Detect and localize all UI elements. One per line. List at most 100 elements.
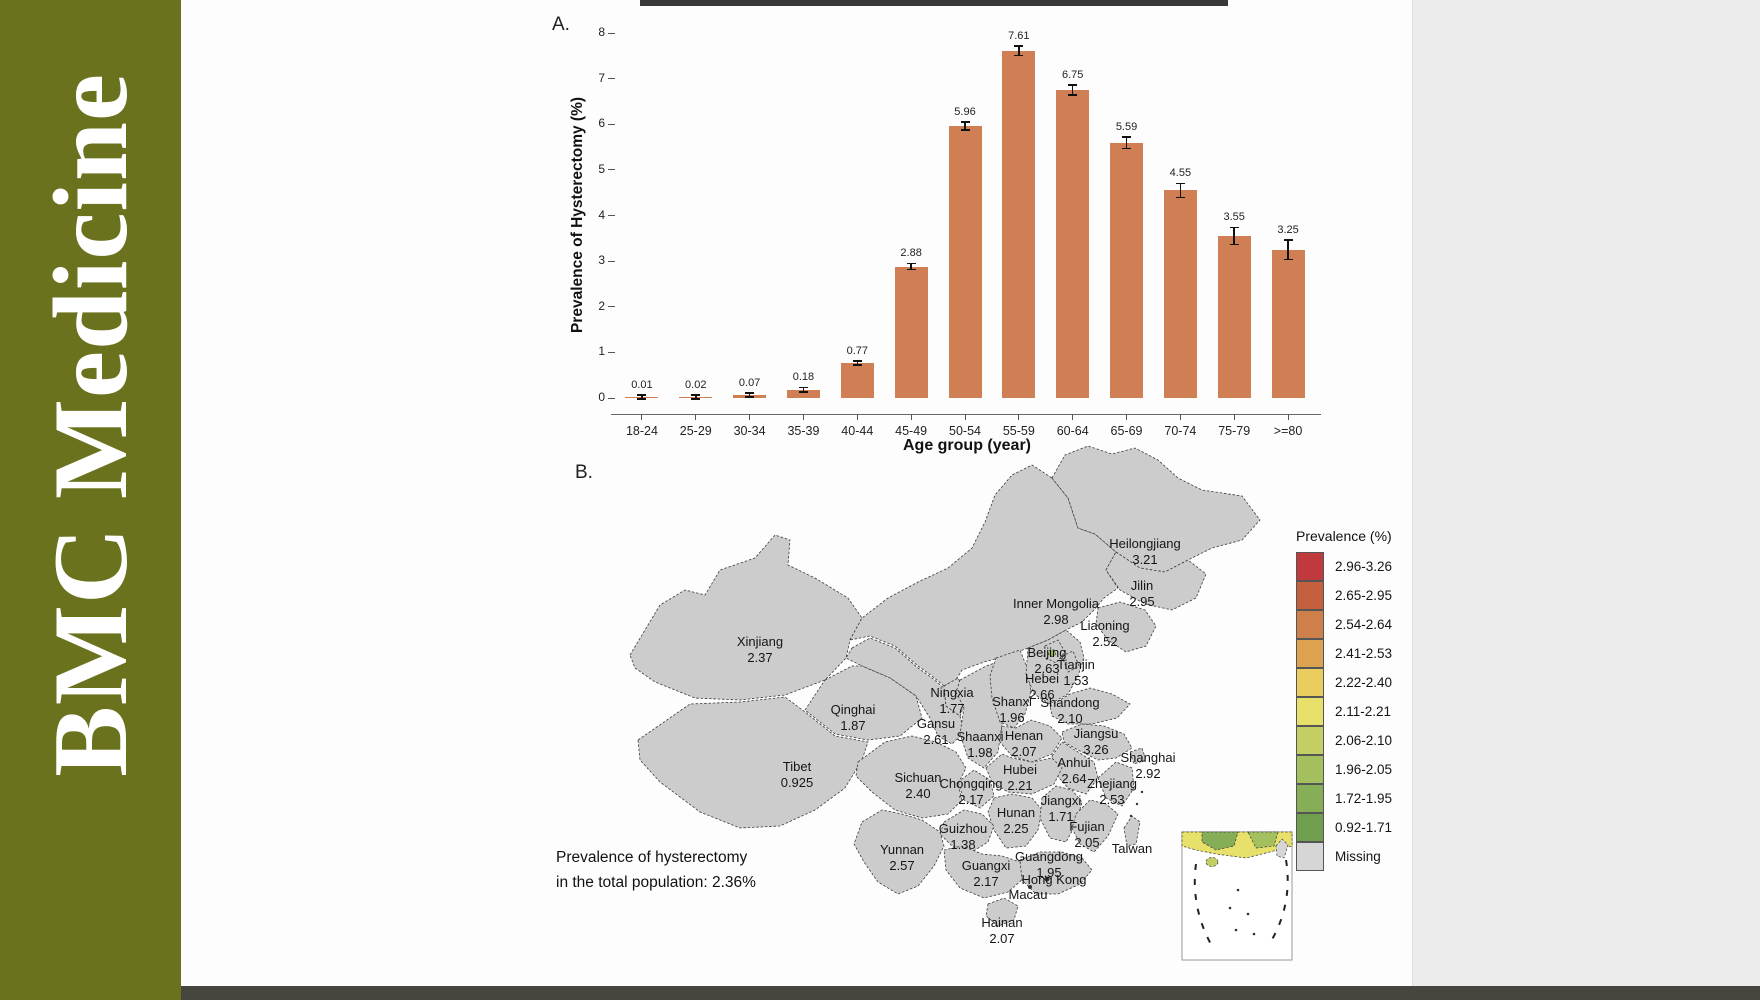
coastal-island-dot xyxy=(1135,802,1139,806)
province-heilongjiang xyxy=(1051,445,1261,573)
province-value: 1.77 xyxy=(939,701,964,716)
inset-island-dot xyxy=(1246,912,1250,916)
province-shanxi xyxy=(989,649,1032,729)
province-value: 3.26 xyxy=(1083,742,1108,757)
province-tibet xyxy=(637,696,869,829)
x-tick-mark xyxy=(1179,414,1181,420)
bar-55-59 xyxy=(1002,50,1036,398)
inset-hainan xyxy=(1205,857,1219,867)
x-tick-label: 35-39 xyxy=(787,424,820,438)
province-value: 1.38 xyxy=(950,837,975,852)
error-bar-cap xyxy=(637,394,647,396)
province-value: 1.98 xyxy=(967,745,992,760)
province-label: Chongqing xyxy=(940,776,1003,791)
error-bar xyxy=(1071,85,1074,95)
error-bar-cap xyxy=(1122,147,1132,150)
x-axis-title: Age group (year) xyxy=(902,437,1031,454)
province-value: 2.95 xyxy=(1129,594,1154,609)
total-prevalence-annotation: Prevalence of hysterectomy in the total … xyxy=(556,845,756,895)
province-hunan xyxy=(987,793,1043,849)
x-tick-label: >=80 xyxy=(1273,424,1303,438)
legend-swatch xyxy=(1296,842,1324,871)
province-label: Guangdong xyxy=(1015,849,1083,864)
legend-swatch xyxy=(1296,813,1324,842)
province-label: Macau xyxy=(1008,887,1047,902)
province-hebei xyxy=(1025,629,1085,705)
province-shanghai xyxy=(1129,747,1147,765)
province-value: 1.96 xyxy=(999,710,1024,725)
province-value: 2.40 xyxy=(905,786,930,801)
legend-swatch xyxy=(1296,581,1324,610)
error-bar-cap xyxy=(745,392,755,394)
error-bar xyxy=(1018,46,1020,55)
province-label: Gansu xyxy=(917,716,955,731)
error-bar-cap xyxy=(691,398,701,400)
province-value: 2.05 xyxy=(1074,835,1099,850)
error-bar-cap xyxy=(798,391,808,393)
bar-value-label: 0.77 xyxy=(846,344,868,357)
province-value: 2.25 xyxy=(1003,821,1028,836)
province-label: Heilongjiang xyxy=(1109,536,1181,551)
province-label: Shaanxi xyxy=(957,729,1004,744)
province-qinghai xyxy=(804,665,923,741)
province-hainan xyxy=(985,897,1019,927)
province-value: 2.57 xyxy=(889,858,914,873)
y-tick-label: 1 xyxy=(598,344,605,359)
y-tick-mark xyxy=(608,215,615,216)
error-bar xyxy=(1179,184,1182,197)
bar-60-64 xyxy=(1056,90,1090,398)
province-value: 0.925 xyxy=(781,775,814,790)
annotation-line-1: Prevalence of hysterectomy xyxy=(556,849,748,866)
legend-row: 2.22-2.40 xyxy=(1296,668,1392,697)
legend-row: 2.96-3.26 xyxy=(1296,552,1392,581)
province-label: Qinghai xyxy=(831,702,876,717)
error-bar-cap xyxy=(1229,226,1239,229)
x-tick-mark xyxy=(1018,414,1020,420)
y-tick-label: 2 xyxy=(598,298,605,313)
province-label: Jiangxi xyxy=(1041,793,1082,808)
legend-row: 2.06-2.10 xyxy=(1296,726,1392,755)
province-label: Zhejiang xyxy=(1087,776,1137,791)
province-value: 2.61 xyxy=(923,732,948,747)
province-label: Sichuan xyxy=(895,770,942,785)
province-fujian xyxy=(1071,799,1119,853)
province-taiwan xyxy=(1123,815,1141,847)
x-tick-label: 65-69 xyxy=(1110,424,1143,438)
province-value: 2.63 xyxy=(1034,661,1059,676)
x-tick-mark xyxy=(856,414,858,420)
legend-rows: 2.96-3.26 2.65-2.95 2.54-2.64 2.41-2.53 2.22… xyxy=(1296,552,1392,871)
legend-swatch xyxy=(1296,610,1324,639)
province-value: 2.17 xyxy=(958,792,983,807)
province-value: 1.53 xyxy=(1063,673,1088,688)
bar-value-label: 0.07 xyxy=(738,376,761,389)
error-bar xyxy=(695,395,697,399)
x-tick-mark xyxy=(695,414,697,420)
province-guizhou xyxy=(939,809,995,853)
y-tick-mark xyxy=(608,32,615,34)
x-tick-label: 50-54 xyxy=(949,424,981,438)
journal-spine: BMC Medicine xyxy=(0,0,181,1000)
province-value: 2.10 xyxy=(1057,711,1082,726)
legend-row: 0.92-1.71 xyxy=(1296,813,1392,842)
province-value: 2.07 xyxy=(1011,744,1036,759)
beijing-marker xyxy=(1048,649,1056,657)
y-tick-mark xyxy=(608,351,615,353)
bar-50-54 xyxy=(948,126,982,398)
bar-value-label: 0.02 xyxy=(685,378,707,391)
bar-value-label: 5.59 xyxy=(1115,120,1138,133)
bar-value-label: 0.01 xyxy=(631,378,653,391)
bar-value-label: 2.88 xyxy=(900,247,922,260)
bar-70-74 xyxy=(1163,190,1197,398)
province-value: 2.53 xyxy=(1099,792,1124,807)
error-bar-cap xyxy=(1068,94,1078,96)
error-bar-cap xyxy=(1229,243,1239,246)
y-tick-label: 0 xyxy=(598,390,605,404)
province-label: Guangxi xyxy=(962,858,1011,873)
nine-dash-line-west xyxy=(1193,863,1213,947)
legend-row: Missing xyxy=(1296,842,1392,871)
y-tick-label: 5 xyxy=(598,161,605,176)
province-label: Jiangsu xyxy=(1074,726,1119,741)
province-label: Hunan xyxy=(997,805,1035,820)
